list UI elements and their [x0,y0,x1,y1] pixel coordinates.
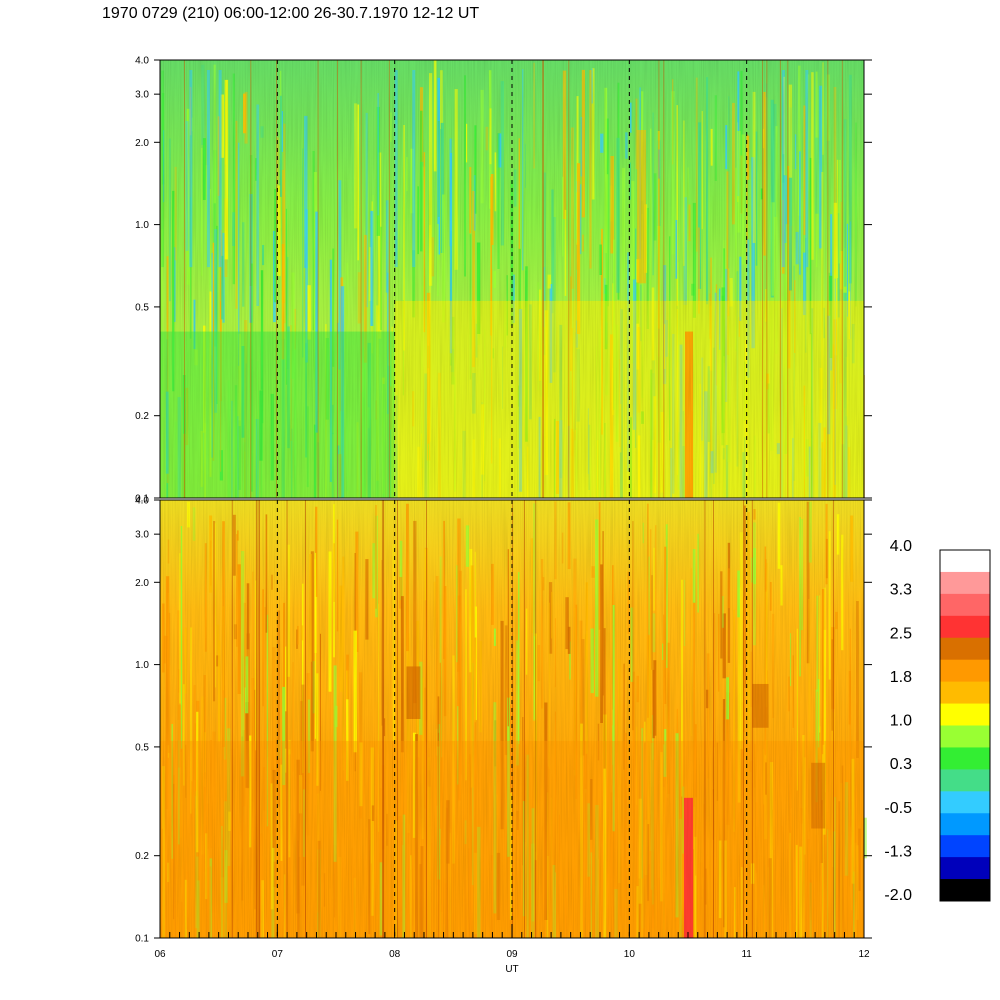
colorbar-tick-label: -2.0 [884,887,912,904]
colorbar-tick-label: 2.5 [890,625,912,642]
x-tick-label: 11 [741,949,752,960]
y-tick-label: 4.0 [135,496,149,507]
colorbar-tick-label: 1.0 [890,713,912,730]
x-tick-label: 08 [389,949,401,960]
x-tick-label: 09 [506,949,518,960]
colorbar: 4.0 3.3 2.5 1.8 1.0 0.3 -0.5 -1.3 -2.0 [884,538,991,904]
spectral-streak [863,817,867,859]
x-tick-label: 10 [624,949,636,960]
y-tick-label: 3.0 [135,90,149,101]
colorbar-level [940,550,990,573]
colorbar-level [940,879,990,902]
colorbar-level [940,857,990,880]
y-tick-label: 0.2 [135,851,149,862]
x-tick-label: 07 [272,949,284,960]
y-tick-label: 1.0 [135,660,149,671]
colorbar-tick-label: 0.3 [890,756,912,773]
chart-title: 1970 0729 (210) 06:00-12:00 26-30.7.1970… [102,5,480,22]
colorbar-level [940,835,990,858]
y-tick-label: 3.0 [135,530,149,541]
axes: 0.10.20.51.02.03.04.00.10.20.51.02.03.04… [135,56,872,975]
colorbar-frame [939,549,991,902]
colorbar-level [940,615,990,639]
y-tick-label: 0.1 [135,934,149,945]
y-tick-label: 4.0 [135,56,149,67]
y-tick-label: 2.0 [135,578,149,589]
colorbar-level [940,659,990,683]
y-tick-label: 0.5 [135,302,149,313]
colorbar-tick-label: 4.0 [890,538,912,555]
lower-panel [160,500,867,938]
colorbar-level [940,593,990,617]
colorbar-level [940,725,990,748]
colorbar-level [940,791,990,814]
colorbar-level [940,703,990,726]
y-tick-label: 1.0 [135,220,149,231]
y-tick-label: 0.5 [135,742,149,753]
y-tick-label: 2.0 [135,138,149,149]
colorbar-tick-label: 3.3 [890,582,912,599]
colorbar-tick-label: -0.5 [884,800,912,817]
x-tick-label: 06 [154,949,166,960]
colorbar-level [940,681,990,705]
x-tick-label: 12 [858,949,870,960]
colorbar-level [940,571,990,595]
x-axis-label: UT [505,964,518,975]
colorbar-tick-label: 1.8 [890,669,912,686]
colorbar-level [940,769,990,792]
y-tick-label: 0.1 [135,494,149,505]
colorbar-tick-label: -1.3 [884,843,912,860]
colorbar-level [940,637,990,661]
colorbar-level [940,813,990,836]
y-tick-label: 0.2 [135,411,149,422]
colorbar-level [940,747,990,770]
